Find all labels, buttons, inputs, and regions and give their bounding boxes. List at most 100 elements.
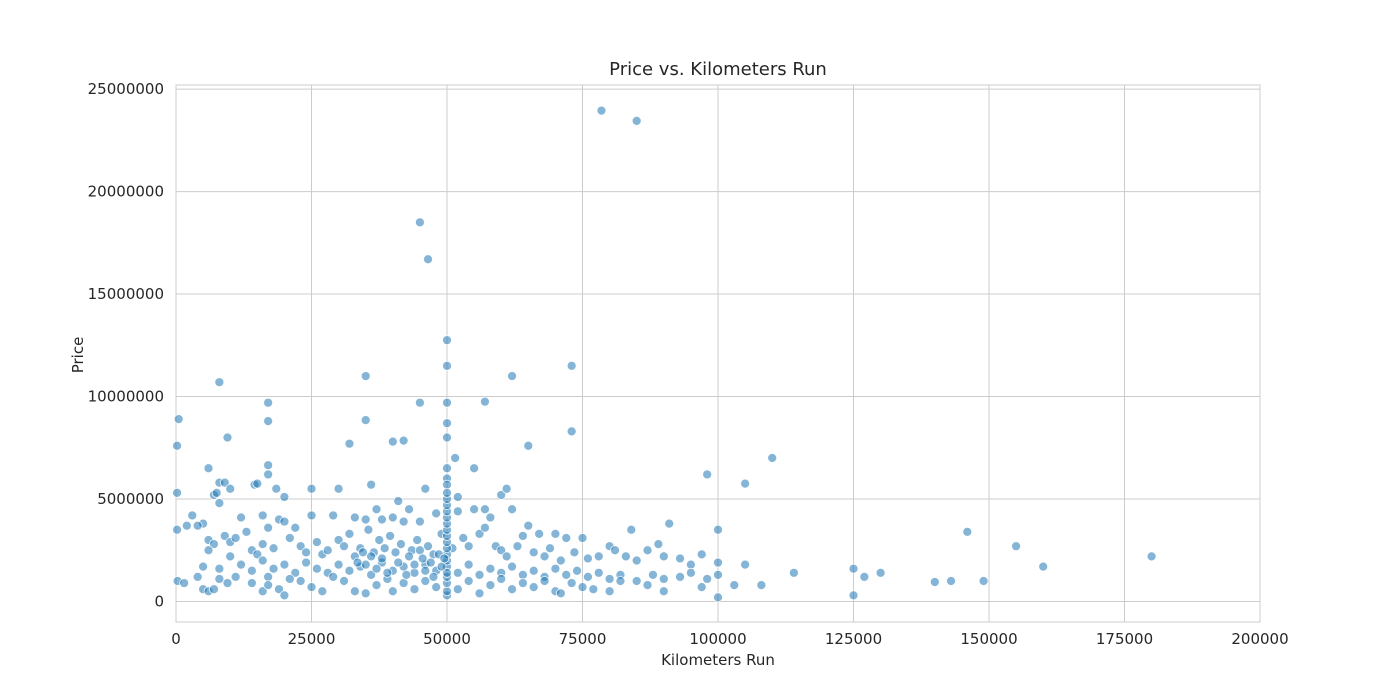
- scatter-point: [263, 416, 274, 427]
- scatter-point: [561, 533, 572, 543]
- scatter-point: [209, 584, 219, 595]
- scatter-point: [290, 522, 301, 533]
- scatter-point: [756, 580, 767, 591]
- scatter-point: [263, 397, 274, 408]
- scatter-point: [658, 574, 669, 584]
- scatter-point: [572, 565, 582, 576]
- scatter-point: [404, 551, 414, 562]
- grid-layer: [175, 85, 1261, 622]
- scatter-point: [555, 588, 566, 599]
- scatter-point: [1038, 561, 1049, 572]
- points-layer: [172, 105, 1157, 603]
- scatter-point: [409, 584, 420, 595]
- scatter-point: [295, 541, 306, 552]
- scatter-point: [713, 524, 723, 535]
- scatter-point: [306, 483, 317, 494]
- scatter-point: [333, 483, 344, 494]
- scatter-point: [252, 549, 263, 560]
- scatter-point: [284, 533, 295, 543]
- scatter-point: [496, 545, 507, 556]
- scatter-point: [333, 559, 344, 570]
- scatter-point: [767, 453, 778, 463]
- scatter-point: [550, 528, 561, 539]
- scatter-point: [225, 551, 236, 562]
- scatter-point: [442, 335, 452, 346]
- y-axis-ticks: 0 5000000 10000000 15000000 20000000 25000000: [88, 80, 164, 610]
- scatter-point: [583, 572, 593, 582]
- scatter-point: [534, 528, 545, 539]
- scatter-point: [179, 578, 190, 588]
- scatter-point: [339, 541, 349, 552]
- scatter-point: [450, 453, 461, 463]
- scatter-point: [211, 487, 222, 498]
- scatter-point: [225, 483, 236, 494]
- scatter-point: [284, 574, 295, 584]
- y-axis-label: Price: [69, 337, 87, 374]
- scatter-point: [409, 559, 420, 570]
- scatter-point: [474, 569, 485, 580]
- scatter-point: [523, 520, 534, 531]
- scatter-point: [344, 528, 355, 539]
- scatter-point: [1011, 541, 1021, 552]
- scatter-point: [371, 504, 382, 515]
- scatter-point: [366, 551, 377, 562]
- scatter-point: [528, 582, 539, 593]
- scatter-point: [431, 508, 442, 519]
- scatter-point: [290, 567, 301, 578]
- scatter-point: [263, 469, 274, 480]
- scatter-point: [653, 539, 664, 550]
- scatter-point: [252, 478, 263, 489]
- scatter-point: [172, 487, 182, 498]
- scatter-point: [648, 569, 658, 580]
- scatter-point: [626, 524, 637, 535]
- x-tick-label: 200000: [1231, 630, 1288, 648]
- scatter-point: [604, 574, 615, 584]
- scatter-point: [713, 557, 723, 568]
- scatter-point: [604, 586, 615, 597]
- scatter-point: [442, 397, 452, 408]
- y-tick-label: 10000000: [88, 388, 164, 406]
- scatter-point: [301, 557, 311, 568]
- scatter-point: [414, 397, 425, 408]
- scatter-point: [517, 531, 528, 541]
- scatter-point: [339, 576, 349, 586]
- scatter-point: [236, 512, 246, 523]
- scatter-point: [387, 436, 398, 447]
- scatter-point: [312, 537, 322, 547]
- scatter-point: [675, 553, 685, 564]
- scatter-point: [414, 545, 425, 556]
- y-tick-label: 15000000: [88, 285, 164, 303]
- y-tick-label: 20000000: [88, 183, 164, 201]
- scatter-point: [379, 543, 390, 554]
- scatter-point: [322, 545, 333, 556]
- scatter-point: [523, 440, 534, 451]
- scatter-point: [642, 545, 653, 556]
- scatter-point: [192, 572, 203, 582]
- scatter-point: [420, 565, 431, 576]
- x-tick-label: 50000: [423, 630, 471, 648]
- scatter-point: [268, 543, 279, 554]
- scatter-point: [658, 586, 669, 597]
- scatter-point: [366, 569, 377, 580]
- scatter-point: [377, 553, 387, 564]
- scatter-point: [236, 559, 246, 570]
- x-tick-label: 25000: [288, 630, 336, 648]
- scatter-point: [463, 576, 474, 586]
- scatter-point: [550, 563, 561, 574]
- scatter-point: [349, 586, 360, 597]
- plot-frame: [175, 84, 1261, 623]
- scatter-point: [257, 539, 268, 550]
- scatter-point: [946, 576, 956, 586]
- scatter-point: [263, 572, 274, 582]
- scatter-point: [442, 479, 452, 490]
- scatter-point: [545, 543, 555, 554]
- scatter-point: [360, 415, 371, 426]
- scatter-point: [257, 555, 268, 566]
- scatter-point: [279, 516, 290, 527]
- scatter-point: [615, 576, 626, 586]
- scatter-point: [246, 578, 257, 588]
- scatter-point: [371, 580, 382, 591]
- scatter-point: [469, 463, 480, 474]
- x-tick-label: 75000: [559, 630, 607, 648]
- scatter-point: [317, 586, 328, 597]
